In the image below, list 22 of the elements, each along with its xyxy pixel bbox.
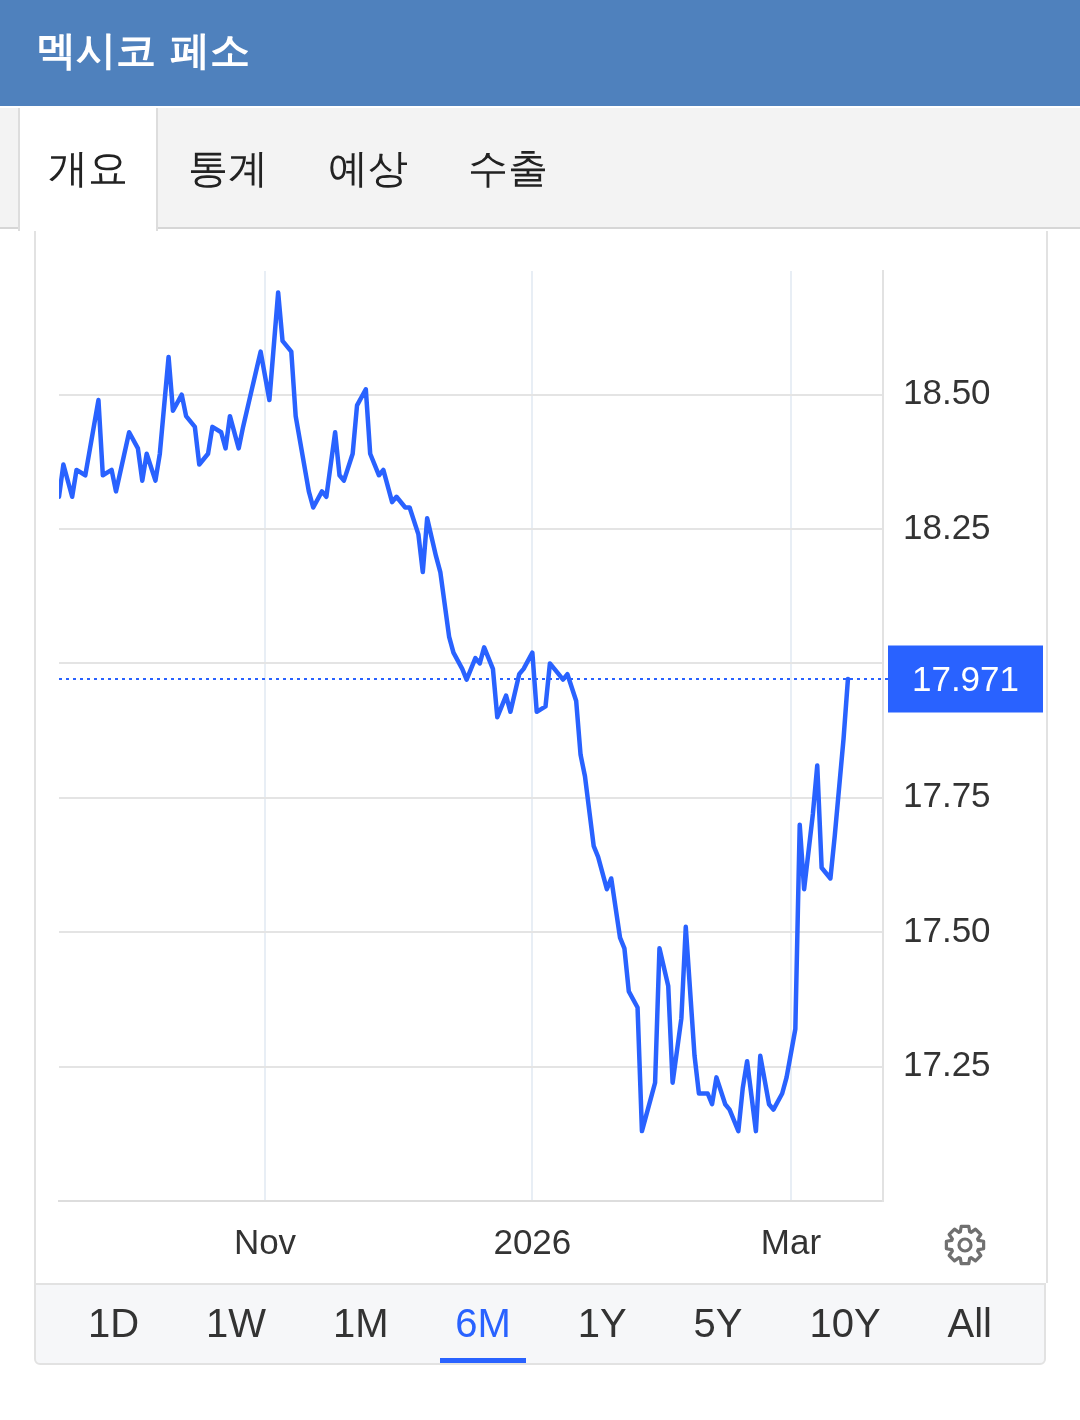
text: 10Y <box>809 1300 881 1347</box>
text: 1D <box>88 1300 140 1347</box>
text: 수출 <box>467 144 549 193</box>
y-tick-label: 17.50 <box>903 909 991 949</box>
text: 예상 <box>327 144 409 193</box>
y-tick-label: 17.75 <box>903 775 991 815</box>
text: 5Y <box>693 1300 743 1347</box>
x-tick-label: Nov <box>233 1221 297 1261</box>
x-tick-label: Mar <box>760 1221 822 1261</box>
text: 통계 <box>187 144 269 193</box>
text: 1M <box>332 1300 389 1347</box>
text: All <box>947 1300 992 1347</box>
text: 1W <box>206 1300 267 1347</box>
text: 6M <box>455 1285 511 1363</box>
chart-title: 멕시코 페소 <box>36 26 250 75</box>
y-tick-label: 17.25 <box>903 1044 991 1084</box>
x-tick-label: 2026 <box>493 1221 572 1261</box>
y-tick-label: 18.25 <box>903 506 991 546</box>
text: 1Y <box>577 1300 627 1347</box>
y-tick-label: 18.50 <box>903 372 991 412</box>
text: 개요 <box>18 108 158 231</box>
ref-line-label: 17.971 <box>911 658 1020 698</box>
